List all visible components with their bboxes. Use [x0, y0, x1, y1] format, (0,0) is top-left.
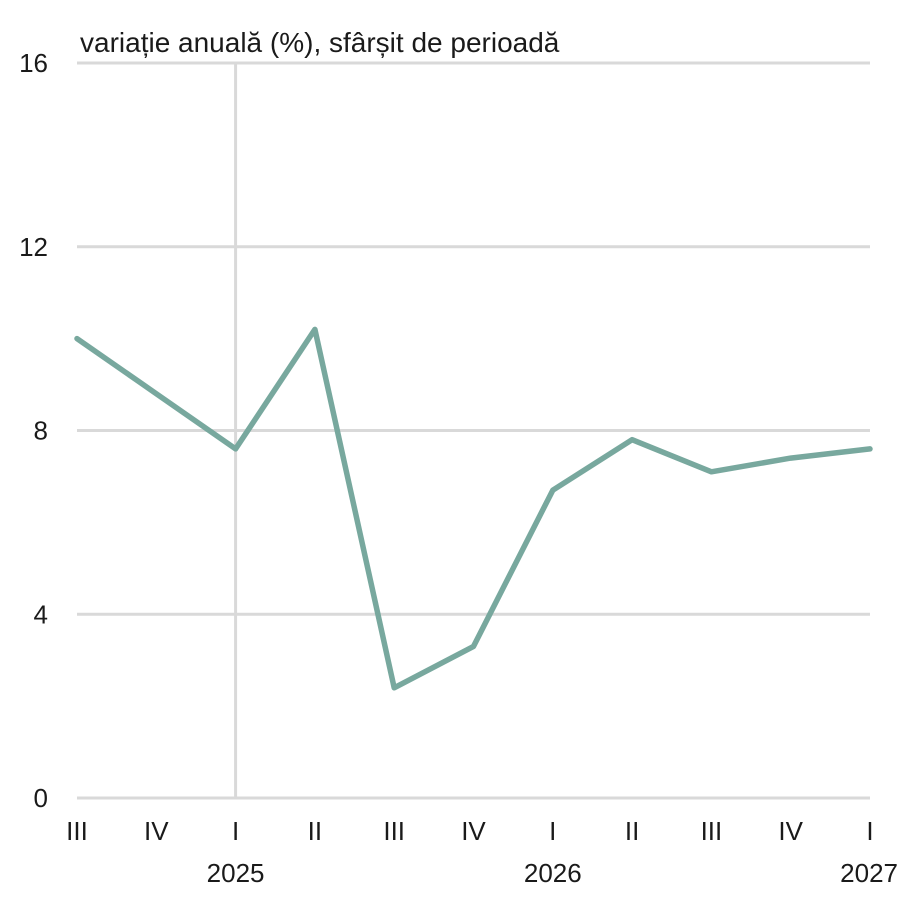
year-label: 2025 [207, 858, 265, 888]
y-tick-label: 12 [19, 232, 48, 262]
x-tick-label: I [232, 816, 239, 846]
x-tick-label: III [383, 816, 405, 846]
x-tick-label: II [308, 816, 322, 846]
x-tick-label: IV [144, 816, 169, 846]
x-tick-label: II [625, 816, 639, 846]
unit-label: variație anuală (%), sfârșit de perioadă [80, 27, 560, 58]
y-tick-label: 8 [34, 416, 48, 446]
x-tick-label: III [701, 816, 723, 846]
grid-layer [77, 61, 870, 800]
series-layer [74, 326, 873, 691]
year-label: 2027 [840, 858, 898, 888]
y-tick-labels: 0 4 8 12 16 [19, 48, 48, 813]
y-tick-label: 0 [34, 783, 48, 813]
x-tick-label: IV [778, 816, 803, 846]
x-tick-label: III [66, 816, 88, 846]
y-tick-label: 16 [19, 48, 48, 78]
year-label: 2026 [524, 858, 582, 888]
x-tick-label: I [549, 816, 556, 846]
x-tick-label: I [866, 816, 873, 846]
series-line [74, 326, 873, 691]
x-tick-label: IV [461, 816, 486, 846]
y-tick-label: 4 [34, 599, 48, 629]
year-labels: 2025 2026 2027 [207, 858, 898, 888]
x-tick-labels: III IV I II III IV I II III IV I [66, 816, 873, 846]
